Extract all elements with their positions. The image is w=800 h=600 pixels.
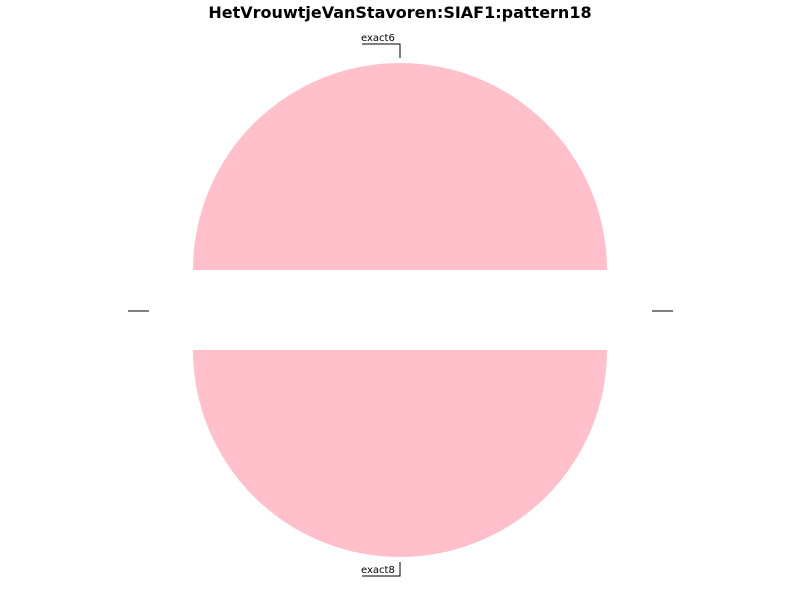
leader-line xyxy=(362,562,401,577)
pie-slice xyxy=(193,63,607,270)
pie-slice xyxy=(193,350,607,557)
slice-label: exact8 xyxy=(361,565,395,576)
leader-line xyxy=(362,43,401,58)
chart-title: HetVrouwtjeVanStavoren:SIAF1:pattern18 xyxy=(208,3,592,22)
slice-label: exact6 xyxy=(361,33,395,44)
